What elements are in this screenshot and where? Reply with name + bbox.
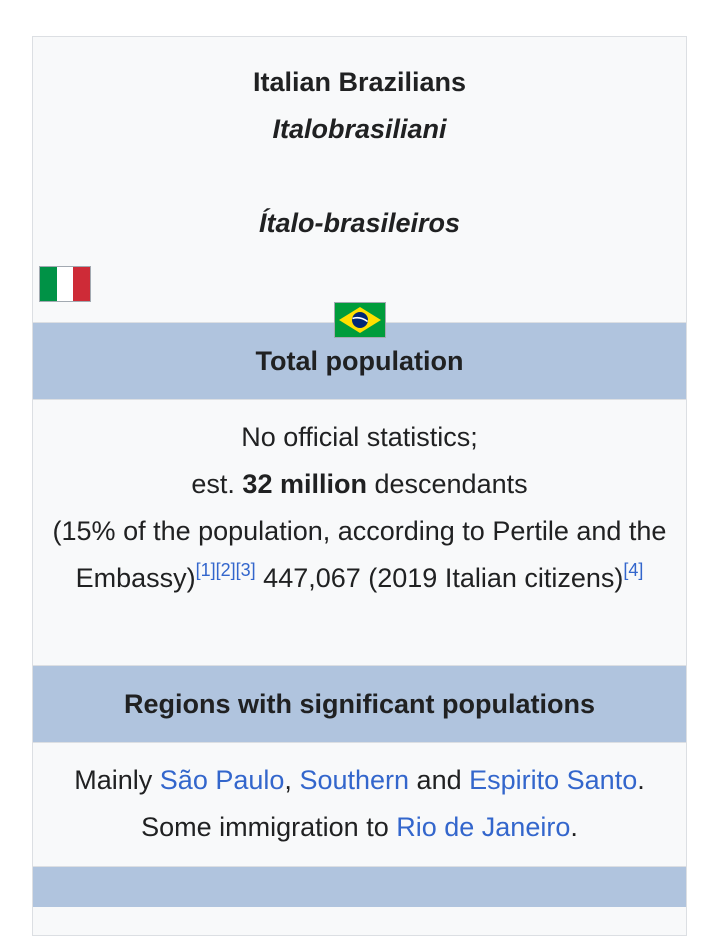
est-prefix: est.: [191, 469, 235, 499]
portuguese-name: Ítalo-brasileiros: [258, 208, 461, 238]
infobox: Italian Brazilians Italobrasiliani Ítalo…: [32, 36, 687, 936]
population-source-text: (15% of the population, according to Per…: [52, 516, 667, 593]
link-southern[interactable]: Southern: [299, 765, 410, 795]
period-text: .: [637, 765, 645, 795]
descendants-text: descendants: [374, 469, 528, 499]
total-population-value: No official statistics; est. 32 million …: [33, 400, 686, 666]
comma-separator: ,: [284, 765, 292, 795]
link-sao-paulo[interactable]: São Paulo: [159, 765, 285, 795]
link-espirito-santo[interactable]: Espirito Santo: [469, 765, 638, 795]
brazil-flag-icon[interactable]: [333, 302, 386, 338]
and-text: and: [416, 765, 462, 795]
citizens-count-text: 447,067 (2019 Italian citizens): [263, 563, 624, 593]
reference-1[interactable]: [1]: [195, 560, 216, 581]
flags-row: [33, 266, 686, 338]
next-section-header: [33, 867, 686, 907]
regions-value: Mainly São Paulo, Southern and Espirito …: [33, 743, 686, 867]
period-text-2: .: [570, 812, 578, 842]
reference-4[interactable]: [4]: [623, 560, 644, 581]
mainly-text: Mainly: [74, 765, 153, 795]
italian-name: Italobrasiliani: [272, 114, 447, 144]
total-population-header: Total population: [33, 323, 686, 400]
some-immigration-text: Some immigration to: [141, 812, 389, 842]
infobox-title: Italian Brazilians: [252, 67, 467, 97]
italy-flag-icon[interactable]: [39, 266, 91, 302]
regions-header: Regions with significant populations: [33, 666, 686, 743]
reference-2[interactable]: [2]: [215, 560, 236, 581]
population-estimate: 32 million: [242, 469, 367, 499]
reference-3[interactable]: [3]: [235, 560, 256, 581]
infobox-title-section: Italian Brazilians Italobrasiliani Ítalo…: [33, 37, 686, 338]
link-rio-de-janeiro[interactable]: Rio de Janeiro: [396, 812, 571, 842]
no-stats-text: No official statistics;: [241, 422, 478, 452]
